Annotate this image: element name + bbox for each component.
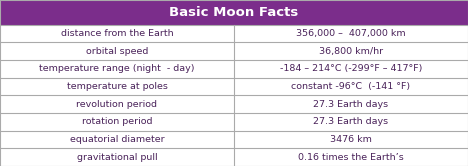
Text: temperature at poles: temperature at poles (66, 82, 168, 91)
Bar (0, 0, 468, 25)
Text: 27.3 Earth days: 27.3 Earth days (314, 117, 388, 126)
Text: orbital speed: orbital speed (86, 47, 148, 56)
Text: Basic Moon Facts: Basic Moon Facts (169, 6, 299, 19)
Text: constant -96°C  (-141 °F): constant -96°C (-141 °F) (292, 82, 410, 91)
Bar (0, 25, 468, 42)
Text: 0.16 times the Earth’s: 0.16 times the Earth’s (298, 153, 404, 162)
Bar (0, 60, 468, 78)
Text: 36,800 km/hr: 36,800 km/hr (319, 47, 383, 56)
Bar (0, 148, 468, 166)
Text: distance from the Earth: distance from the Earth (61, 29, 173, 38)
Text: equatorial diameter: equatorial diameter (70, 135, 164, 144)
Text: temperature range (night  - day): temperature range (night - day) (39, 64, 195, 73)
Bar (0, 113, 468, 131)
Text: gravitational pull: gravitational pull (77, 153, 157, 162)
Bar (0, 131, 468, 148)
Text: -184 – 214°C (-299°F – 417°F): -184 – 214°C (-299°F – 417°F) (280, 64, 422, 73)
Text: 356,000 –  407,000 km: 356,000 – 407,000 km (296, 29, 406, 38)
Text: 3476 km: 3476 km (330, 135, 372, 144)
Text: rotation period: rotation period (82, 117, 152, 126)
Text: 27.3 Earth days: 27.3 Earth days (314, 100, 388, 109)
Bar (0, 42, 468, 60)
Text: revolution period: revolution period (76, 100, 158, 109)
Bar (0, 95, 468, 113)
Bar (0, 78, 468, 95)
